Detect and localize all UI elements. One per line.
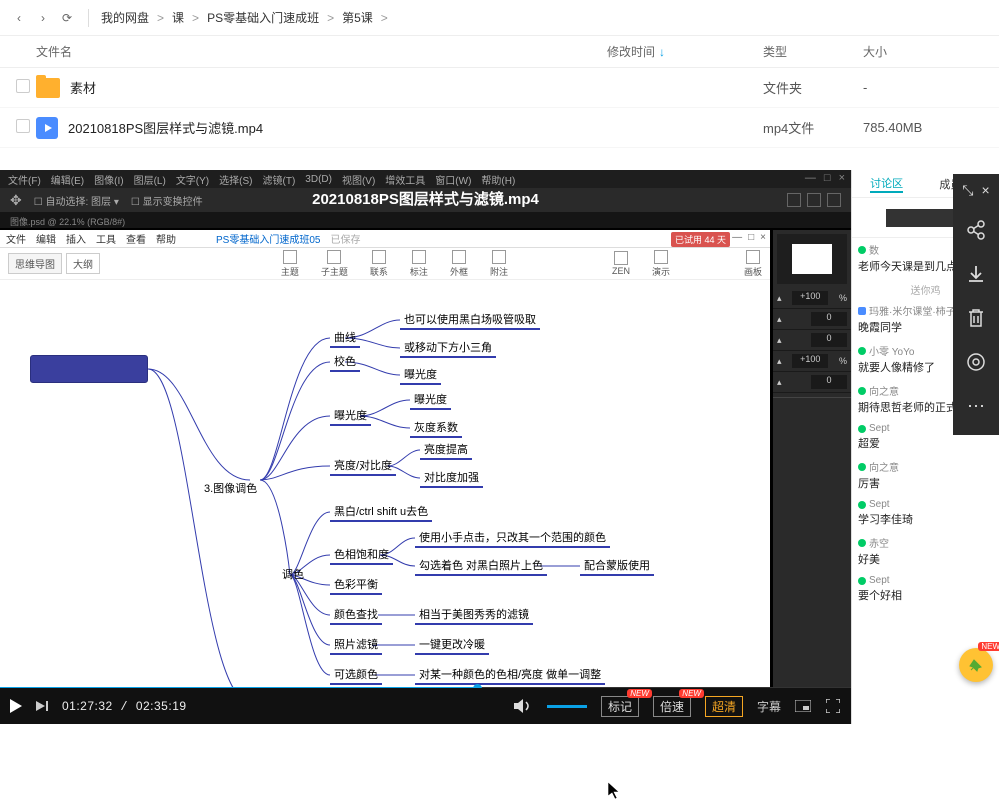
row-checkbox[interactable] [16,119,30,133]
breadcrumb-item[interactable]: PS零基础入门速成班 [207,9,319,26]
ps-window-controls: — □ × [799,170,851,186]
file-type: 文件夹 [763,78,863,97]
mm-node[interactable]: 一键更改冷暖 [415,635,489,655]
mm-node[interactable]: 配合蒙版使用 [580,556,654,576]
file-name: 素材 [70,78,96,97]
row-checkbox[interactable] [16,79,30,93]
ps-menubar: 文件(F) 编辑(E) 图像(I) 图层(L) 文字(Y) 选择(S) 滤镜(T… [0,170,851,188]
view-icon[interactable] [959,341,993,383]
file-type: mp4文件 [763,118,863,137]
mm-node[interactable]: 曝光度 [410,390,451,410]
video-icon [36,117,58,139]
share-icon[interactable] [959,209,993,251]
volume-icon[interactable] [513,698,533,714]
mindmap-canvas[interactable]: 3.图像调色 4.人像精修 曲线 校色 也可以使用黑白场吸管吸取 或移动下方小三… [0,280,770,688]
file-row[interactable]: 素材 文件夹 - [0,68,999,108]
next-button[interactable] [36,701,48,711]
video-title: 20210818PS图层样式与滤镜.mp4 [312,188,539,209]
mm-node[interactable]: 对某一种颜色的色相/亮度 做单一调整 [415,665,605,685]
histogram-icon [777,234,847,284]
column-name[interactable]: 文件名 [36,43,607,60]
mm-node[interactable]: 曝光度 [330,406,371,426]
mm-node[interactable]: 亮度提高 [420,440,472,460]
breadcrumb-item[interactable]: 课 [172,9,184,26]
pip-icon[interactable] [795,698,811,714]
mindmap-connections [0,280,770,688]
mm-node[interactable]: 调色 [278,565,308,583]
mm-node[interactable]: 或移动下方小三角 [400,338,496,358]
play-button[interactable] [10,699,22,713]
maximize-icon[interactable]: □ [824,172,831,184]
view-tab-mindmap[interactable]: 思维导图 [8,253,62,274]
mm-node[interactable]: 灰度系数 [410,418,462,438]
mm-node[interactable]: 相当于美图秀秀的滤镜 [415,605,533,625]
mm-node[interactable]: 曝光度 [400,365,441,385]
fullscreen-icon[interactable] [825,698,841,714]
video-panel: 文件(F) 编辑(E) 图像(I) 图层(L) 文字(Y) 选择(S) 滤镜(T… [0,170,851,724]
ps-document-tab: 图像.psd @ 22.1% (RGB/8#) [0,212,851,228]
mm-node[interactable]: 使用小手点击，只改其一个范围的颜色 [415,528,610,548]
minimize-icon[interactable]: — [805,172,816,184]
mm-node[interactable]: 黑白/ctrl shift u去色 [330,502,432,522]
more-icon[interactable]: ⋯ [959,385,993,427]
mm-node[interactable]: 曲线 [330,328,360,348]
trial-badge: 已试用 44 天 [671,232,730,247]
file-size: 785.40MB [863,120,983,135]
mm-node[interactable]: 勾选着色 对黑白照片上色 [415,556,547,576]
breadcrumb-item[interactable]: 第5课 [342,9,373,26]
folder-icon [36,78,60,98]
nav-back-icon[interactable]: ‹ [10,9,28,27]
expand-icon[interactable]: ⤡ [962,182,973,199]
mm-node[interactable]: 校色 [330,352,360,372]
close-icon[interactable]: × [760,232,766,243]
file-table-header: 文件名 修改时间↓ 类型 大小 [0,36,999,68]
subtitle-button[interactable]: 字幕 [757,698,781,715]
close-icon[interactable]: × [839,172,845,184]
mm-node[interactable]: 照片滤镜 [330,635,382,655]
speed-button[interactable]: 倍速NEW [653,696,691,717]
time-display: 01:27:32 / 02:35:19 [62,699,187,714]
mindmap-toolbar: 思维导图 大纲 主题 子主题 联系 标注 外框 附注 ZEN 演示 画板 [0,248,770,280]
mindmap-window: 文件 编辑 插入 工具 查看 帮助 PS零基础入门速成班05 已保存 已试用 4… [0,230,770,688]
mark-button[interactable]: 标记NEW [601,696,639,717]
column-type[interactable]: 类型 [763,43,863,60]
delete-icon[interactable] [959,297,993,339]
mm-node[interactable]: 颜色查找 [330,605,382,625]
mm-node[interactable]: 也可以使用黑白场吸管吸取 [400,310,540,330]
mm-node[interactable]: 可选颜色 [330,665,382,685]
mm-node[interactable]: 亮度/对比度 [330,456,396,476]
sort-arrow-icon: ↓ [659,45,665,59]
download-icon[interactable] [959,253,993,295]
action-column: ⤡ × ⋯ [953,174,999,435]
file-size: - [863,80,983,95]
column-mtime[interactable]: 修改时间↓ [607,43,763,60]
breadcrumb-bar: ‹ › ⟳ 我的网盘 > 课 > PS零基础入门速成班 > 第5课 > [0,0,999,36]
close-icon[interactable]: × [982,182,990,199]
nav-forward-icon[interactable]: › [34,9,52,27]
view-tab-outline[interactable]: 大纲 [66,253,100,274]
maximize-icon[interactable]: □ [748,232,754,243]
file-name: 20210818PS图层样式与滤镜.mp4 [68,118,263,137]
nav-refresh-icon[interactable]: ⟳ [58,9,76,27]
breadcrumb-root[interactable]: 我的网盘 [101,9,149,26]
pin-button[interactable]: NEW [959,648,993,682]
mindmap-root-node[interactable] [30,355,148,383]
mindmap-branch[interactable]: 3.图像调色 [204,480,257,496]
quality-button[interactable]: 超清 [705,696,743,717]
chat-tab-discuss[interactable]: 讨论区 [870,175,903,193]
mindmap-menubar: 文件 编辑 插入 工具 查看 帮助 PS零基础入门速成班05 已保存 已试用 4… [0,230,770,248]
player-controls: 01:27:32 / 02:35:19 标记NEW 倍速NEW 超清 字幕 [0,688,851,724]
mm-node[interactable]: 色相饱和度 [330,545,393,565]
minimize-icon[interactable]: — [732,232,742,243]
mm-node[interactable]: 对比度加强 [420,468,483,488]
file-row[interactable]: 20210818PS图层样式与滤镜.mp4 mp4文件 785.40MB [0,108,999,148]
player-area: 文件(F) 编辑(E) 图像(I) 图层(L) 文字(Y) 选择(S) 滤镜(T… [0,170,999,724]
cursor-icon [608,782,622,800]
column-size[interactable]: 大小 [863,43,983,60]
ps-properties-panel: ▴+100% ▴0 ▴0 ▴+100% ▴0 [773,230,851,688]
mm-node[interactable]: 色彩平衡 [330,575,382,595]
